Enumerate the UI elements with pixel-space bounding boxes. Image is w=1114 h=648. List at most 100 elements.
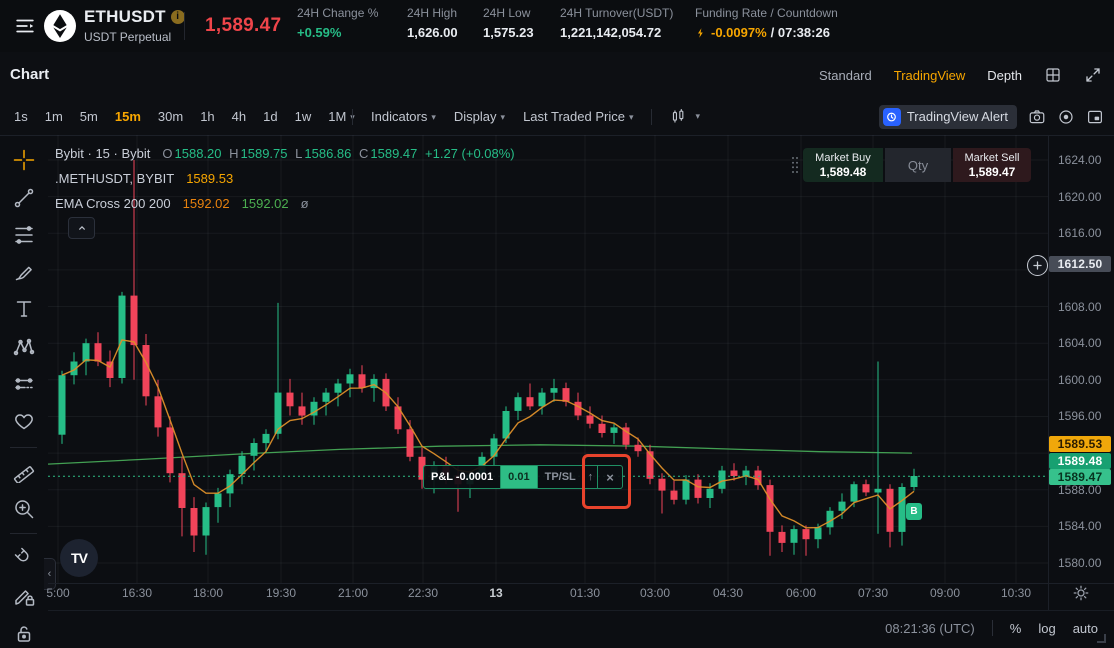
position-qty-label: 0.01	[500, 465, 538, 489]
layout-grid-icon[interactable]	[1044, 66, 1062, 84]
time-axis-border	[48, 583, 1114, 584]
tool-trend-line-icon[interactable]	[12, 186, 36, 210]
time-axis-label: 5:00	[46, 586, 70, 600]
tool-magnet-icon[interactable]	[12, 545, 36, 569]
tab-tradingview[interactable]: TradingView	[893, 67, 966, 83]
price-axis-label: 1580.00	[1058, 555, 1102, 570]
drag-handle-icon[interactable]	[789, 148, 801, 182]
time-axis-label: 01:30	[569, 586, 601, 600]
fullscreen-icon[interactable]	[1084, 66, 1102, 84]
price-axis-border	[1048, 135, 1049, 610]
time-axis-label: 16:30	[121, 586, 153, 600]
tab-depth[interactable]: Depth	[987, 67, 1022, 83]
index-series-value: 1589.53	[186, 171, 234, 186]
market-buy-button[interactable]: Market Buy 1,589.48	[803, 148, 883, 182]
toolbar-divider	[651, 108, 653, 125]
pip-window-icon[interactable]	[1086, 108, 1104, 126]
tool-emoji-icon[interactable]	[12, 409, 36, 433]
camera-snapshot-icon[interactable]	[1028, 108, 1046, 126]
market-sell-button[interactable]: Market Sell 1,589.47	[953, 148, 1031, 182]
tab-standard[interactable]: Standard	[818, 67, 872, 83]
percent-scale-button[interactable]: %	[1009, 620, 1022, 636]
ema-slow-value: 1592.02	[241, 196, 289, 211]
tool-fib-retracement-icon[interactable]	[12, 223, 36, 247]
tool-long-position-icon[interactable]	[12, 372, 36, 396]
time-axis-label: 10:30	[1000, 586, 1032, 600]
chart-panel-tabbar: Chart Standard TradingView Depth	[0, 52, 1114, 99]
annotation-highlight-box	[582, 454, 631, 509]
timeframe-1s[interactable]: 1s	[14, 109, 28, 124]
settings-target-icon[interactable]	[1057, 108, 1075, 126]
price-axis-label: 1584.00	[1058, 519, 1102, 534]
bottom-divider	[991, 620, 993, 636]
hide-indicator-icon[interactable]: ø	[300, 196, 309, 211]
timeframe-4h[interactable]: 4h	[231, 109, 247, 124]
ema-indicator-title[interactable]: EMA Cross 200 200	[55, 196, 171, 211]
time-axis-label: 22:30	[407, 586, 439, 600]
tool-drawing-lock-icon[interactable]	[12, 584, 36, 608]
price-axis-label: 1624.00	[1058, 153, 1102, 167]
series-title[interactable]: Bybit · 15 · Bybit	[55, 146, 151, 161]
toolbar-divider	[10, 447, 37, 448]
stat-24h-turnover: 24H Turnover(USDT) 1,221,142,054.72	[560, 6, 674, 40]
symbol-title[interactable]: ETHUSDT i	[84, 7, 185, 27]
timeframe-1w[interactable]: 1w	[294, 109, 312, 124]
timeframe-1h[interactable]: 1h	[200, 109, 215, 124]
candle-style-dropdown[interactable]: ▾	[670, 108, 700, 125]
alert-price-tag: 1612.50	[1049, 256, 1111, 272]
tool-lock-all-icon[interactable]	[12, 622, 36, 646]
brightness-sun-icon[interactable]	[1072, 584, 1090, 602]
utc-clock[interactable]: 08:21:36 (UTC)	[885, 620, 975, 636]
timeframe-1d[interactable]: 1d	[263, 109, 278, 124]
close-position-button[interactable]: ×	[597, 465, 623, 489]
collapse-drawings-tab[interactable]: ‹	[44, 558, 56, 590]
chevron-down-icon: ▾	[695, 111, 701, 121]
header-divider	[184, 12, 185, 40]
tool-text-icon[interactable]	[12, 297, 36, 321]
timeframe-1m[interactable]: 1m	[44, 109, 63, 124]
tradingview-watermark-logo[interactable]: TV	[60, 539, 98, 577]
toolbar-divider	[352, 108, 353, 125]
contract-type-label: USDT Perpetual	[84, 30, 172, 44]
chevron-down-icon: ▾	[431, 112, 436, 122]
panel-title: Chart	[10, 66, 50, 83]
time-axis-label: 07:30	[857, 586, 889, 600]
tool-brush-icon[interactable]	[12, 260, 36, 284]
log-scale-button[interactable]: log	[1038, 620, 1056, 636]
auto-scale-button[interactable]: auto	[1072, 620, 1098, 636]
qty-input[interactable]: Qty	[885, 148, 951, 182]
eth-coin-logo	[44, 10, 76, 42]
position-pnl-label: P&L -0.0001	[423, 465, 502, 489]
tool-ruler-icon[interactable]	[12, 459, 36, 483]
time-axis-label: 18:00	[192, 586, 224, 600]
legend-collapse-button[interactable]	[68, 217, 95, 239]
add-alert-plus-icon[interactable]	[1027, 255, 1048, 276]
toolbar-divider	[10, 533, 37, 534]
ohlc-values: O 1588.20 H 1589.75 L 1586.86 C 1589.47 +1.2…	[162, 146, 515, 161]
index-series-title[interactable]: .METHUSDT, BYBIT	[55, 171, 175, 186]
buy-price-tag: 1589.48	[1049, 453, 1111, 469]
time-axis-label: 09:00	[929, 586, 961, 600]
price-source-dropdown[interactable]: Last Traded Price ▾	[523, 109, 634, 124]
price-axis-label: 1604.00	[1058, 336, 1102, 351]
stat-24h-high: 24H High 1,626.00	[407, 6, 458, 40]
tool-crosshair-icon[interactable]	[12, 148, 36, 172]
header-bar: ETHUSDT i USDT Perpetual 1,589.47 24H Ch…	[0, 0, 1114, 53]
indicators-dropdown[interactable]: Indicators ▾	[371, 109, 436, 124]
hamburger-menu-icon[interactable]	[13, 15, 37, 37]
stat-24h-change: 24H Change % +0.59%	[297, 6, 379, 40]
bottom-toolbar-border	[48, 610, 1114, 611]
lightning-icon	[698, 27, 703, 38]
timeframe-15m[interactable]: 15m	[114, 109, 141, 124]
tool-xabcd-pattern-icon[interactable]	[12, 335, 36, 359]
info-icon[interactable]: i	[170, 10, 185, 24]
tpsl-button[interactable]: TP/SL	[536, 465, 584, 489]
tool-zoom-in-icon[interactable]	[12, 497, 36, 521]
tradingview-alert-button[interactable]: TradingView Alert	[878, 104, 1017, 129]
display-dropdown[interactable]: Display ▾	[453, 109, 506, 124]
timeframe-30m[interactable]: 30m	[157, 109, 184, 124]
timeframe-5m[interactable]: 5m	[79, 109, 98, 124]
